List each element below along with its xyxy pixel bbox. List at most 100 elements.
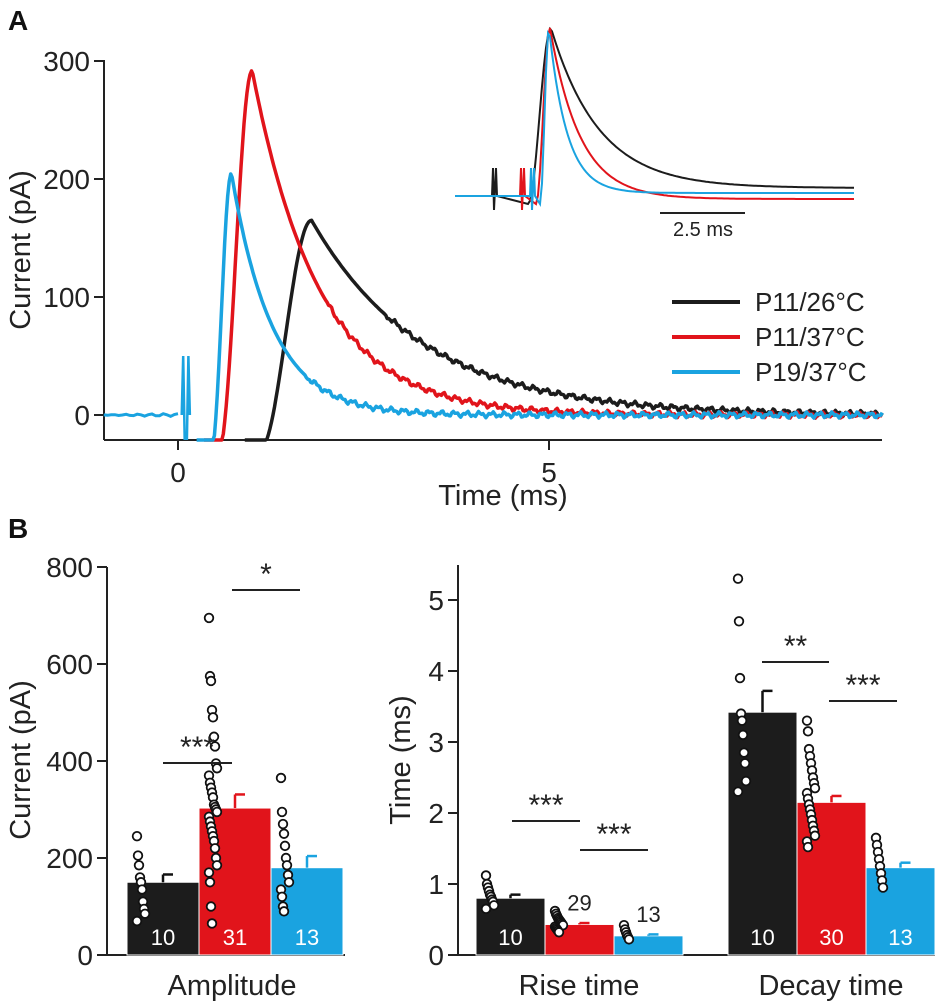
y-tick-label: 0: [74, 400, 90, 431]
trace-black: [244, 218, 884, 442]
legend-label: P11/26°C: [755, 287, 865, 317]
panel-b-amplitude-chart: 0 200 400 600 800 Current (pA) Amplitude 10 31 13…: [5, 552, 345, 1002]
panel-a-letter: A: [8, 5, 28, 36]
data-point: [276, 806, 288, 818]
significance-stars: ***: [596, 818, 631, 851]
trace-baseline-blue: [103, 412, 179, 419]
data-point: [208, 731, 220, 742]
data-point: [281, 860, 293, 871]
data-point: [203, 612, 215, 624]
y-tick-label: 2: [428, 798, 444, 829]
data-point: [131, 830, 143, 842]
panel-a-legend: P11/26°C P11/37°C P19/37°C: [672, 287, 867, 387]
data-point: [278, 906, 290, 917]
data-point: [279, 840, 291, 852]
y-tick-label: 4: [428, 656, 444, 687]
y-tick-label: 800: [46, 552, 93, 583]
n-label: 10: [151, 925, 175, 950]
data-point: [802, 841, 814, 853]
bar: [727, 711, 798, 956]
y-tick-label: 100: [43, 282, 90, 313]
y-tick-label: 200: [43, 164, 90, 195]
data-point: [203, 867, 215, 878]
n-label: 29: [567, 890, 591, 915]
n-label: 30: [819, 925, 843, 950]
panel-a-inset: 2.5 ms: [455, 26, 854, 241]
data-point: [133, 860, 145, 871]
n-label: 31: [223, 925, 247, 950]
data-point: [732, 786, 744, 797]
significance-stars: *: [260, 558, 272, 591]
data-point: [802, 726, 814, 737]
data-point: [737, 729, 749, 741]
data-point: [283, 877, 295, 888]
significance-stars: ***: [845, 669, 880, 702]
data-point: [206, 918, 218, 929]
data-point: [809, 782, 821, 794]
panel-b-time-chart: 0 1 2 3 4 5 Time (ms) 10 29 13 Rise time 10 30 13 Deca…: [385, 565, 936, 1002]
inset-trace-red: [455, 27, 854, 211]
trace-blue: [196, 172, 884, 442]
data-point: [278, 828, 290, 839]
n-label: 10: [498, 925, 522, 950]
category-label: Amplitude: [168, 970, 297, 1002]
data-point: [205, 675, 217, 687]
data-point: [211, 763, 223, 774]
significance-stars: ***: [180, 731, 215, 764]
data-point: [801, 715, 813, 726]
y-tick-label: 400: [46, 746, 93, 777]
data-point: [738, 747, 750, 758]
n-label: 13: [888, 925, 912, 950]
panel-b-letter: B: [8, 513, 28, 544]
data-point: [277, 818, 289, 830]
data-point: [136, 884, 148, 895]
y-tick-label: 0: [428, 940, 444, 971]
y-tick-label: 5: [428, 585, 444, 616]
y-tick-label: 200: [46, 843, 93, 874]
data-point: [276, 891, 288, 903]
data-point: [732, 573, 744, 584]
inset-trace-blue: [455, 29, 854, 211]
y-tick-label: 1: [428, 869, 444, 900]
y-tick-label: 0: [77, 940, 93, 971]
data-point: [739, 758, 751, 769]
n-label: 10: [750, 925, 774, 950]
data-point: [623, 934, 635, 945]
y-axis-title: Current (pA): [5, 680, 37, 840]
data-point: [209, 741, 221, 752]
data-point: [275, 772, 287, 784]
data-point: [211, 806, 223, 818]
data-point: [733, 616, 745, 627]
data-point: [205, 901, 217, 912]
data-point: [740, 775, 752, 787]
y-tick-label: 300: [43, 46, 90, 77]
category-label: Rise time: [519, 970, 640, 1002]
legend-label: P11/37°C: [755, 322, 865, 352]
n-label: 13: [636, 902, 660, 927]
data-point: [207, 712, 219, 723]
legend-label: P19/37°C: [755, 357, 867, 387]
inset-scale-label: 2.5 ms: [673, 219, 733, 241]
data-point: [211, 860, 223, 871]
data-point: [480, 870, 492, 881]
data-point: [877, 882, 889, 893]
data-point: [209, 843, 221, 854]
x-tick-label: 5: [541, 457, 557, 488]
y-tick-label: 3: [428, 727, 444, 758]
x-axis-title: Time (ms): [438, 480, 567, 512]
inset-trace-black: [455, 26, 854, 211]
y-axis-title: Time (ms): [385, 695, 417, 824]
x-tick-label: 0: [170, 457, 186, 488]
category-label: Decay time: [758, 970, 903, 1002]
y-axis-title: Current (pA): [5, 170, 37, 330]
data-point: [734, 672, 746, 684]
data-point: [736, 715, 748, 726]
significance-stars: ***: [528, 789, 563, 822]
data-point: [204, 877, 216, 888]
significance-stars: **: [784, 630, 808, 663]
stimulus-artifact: [180, 355, 192, 441]
data-point: [553, 927, 565, 938]
data-point: [480, 903, 492, 915]
